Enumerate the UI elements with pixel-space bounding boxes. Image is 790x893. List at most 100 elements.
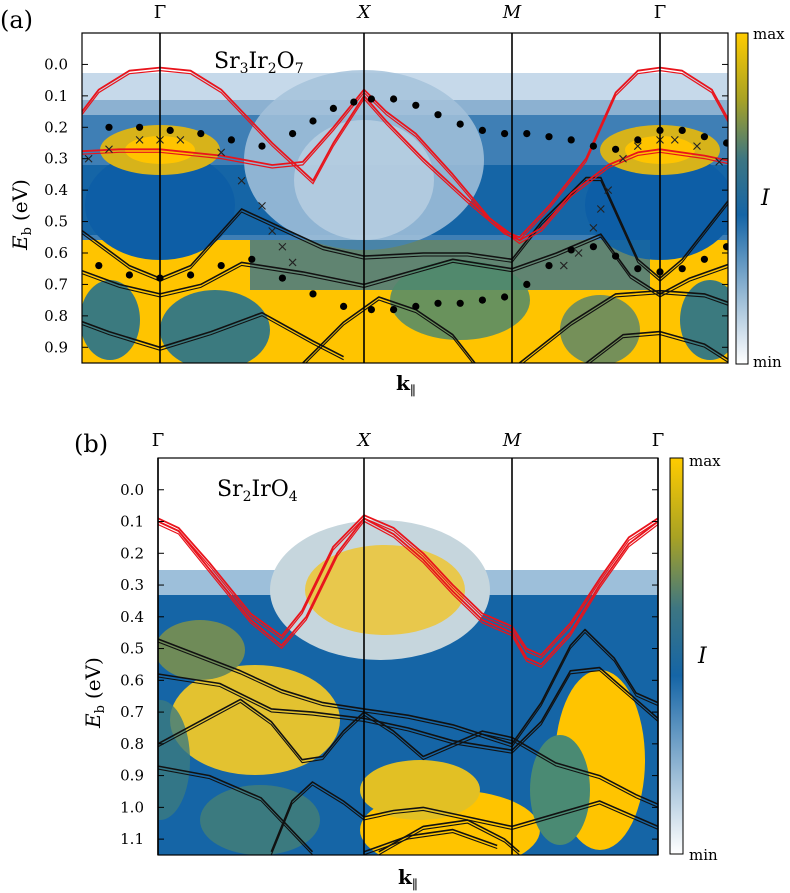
panel-a-dot-1-17 — [501, 293, 509, 301]
panel-a-dot-0-4 — [75, 127, 82, 134]
panel-a-ytick-label-3: 0.3 — [44, 150, 68, 168]
panel-a-cross-17 — [589, 223, 598, 232]
panel-a-dot-0-9 — [227, 136, 235, 144]
panel-b-black-band-5-pair — [378, 822, 520, 855]
panel-a-colorbar-max: max — [753, 25, 785, 43]
panel-a-dot-0-24 — [567, 136, 575, 144]
panel-a-cross-18 — [596, 205, 605, 213]
panel-b-kpoint-label-2: M — [502, 430, 522, 451]
panel-a-cross-4 — [84, 154, 93, 163]
panel-a-label: (a) — [0, 6, 33, 34]
panel-a-dot-1-26 — [700, 255, 709, 263]
panel-b-ytick-label-2: 0.2 — [120, 544, 144, 562]
panel-a-frame — [81, 32, 729, 364]
panel-a-cross-9 — [217, 148, 226, 157]
panel-b-colorbar-ramp — [669, 457, 684, 855]
panel-a-dot-1-5 — [187, 271, 195, 279]
panel-a-dot-0-26 — [612, 145, 620, 153]
panel-a-yticks: 0.0 0.1 0.2 0.3 0.4 0.5 0.6 0.7 0.8 0.9 — [44, 55, 728, 356]
panel-a-dot-0-10 — [258, 142, 266, 150]
panel-a-dot-1-14 — [434, 299, 442, 307]
panel-b-ytick-label-4: 0.4 — [120, 608, 144, 626]
panel-a-dot-0-12 — [309, 117, 317, 125]
panel-a-dot-1-9 — [309, 290, 317, 298]
panel-a-ytick-label-9: 0.9 — [44, 338, 68, 356]
panel-a-dot-1-18 — [523, 280, 531, 288]
panel-a-dot-0-6 — [136, 123, 144, 131]
panel-a-dot-1-8 — [278, 274, 286, 282]
panel-a-dot-0-13 — [329, 104, 337, 112]
panel-a-dot-1-15 — [456, 299, 464, 307]
panel-a-cross-15 — [559, 261, 568, 270]
panel-a-colorbar: max min I — [735, 25, 785, 371]
panel-a-dot-0-30 — [700, 133, 709, 141]
panel-a-dot-0-8 — [197, 130, 205, 138]
panel-b-black-band-4 — [270, 781, 658, 853]
panel-b-band-lines — [158, 514, 658, 855]
panel-b-black-band-2-pair — [158, 701, 658, 808]
panel-a-dot-0-7 — [166, 126, 174, 134]
panel-b-ytick-label-6: 0.6 — [120, 671, 144, 689]
panel-b-black-band-3-pair — [158, 768, 313, 855]
panel-a-cross-23 — [670, 135, 679, 144]
panel-a-cross-8 — [176, 135, 185, 144]
panel-b: (b) Γ X M Γ 0.0 0.1 0.2 0.3 0.4 0.5 0.6 0.7 0.8 0.9 1… — [74, 430, 721, 893]
panel-a-ytick-label-2: 0.2 — [44, 118, 68, 136]
panel-a-dot-0-16 — [390, 95, 398, 103]
panel-b-black-band-6 — [363, 828, 498, 853]
panel-b-kpoint-label-1: X — [356, 430, 372, 451]
panel-a-dot-0-29 — [678, 126, 686, 134]
panel-a-dot-0-22 — [523, 130, 531, 138]
panel-b-ytick-label-1: 0.1 — [120, 513, 144, 531]
panel-b-heatmap — [158, 458, 658, 855]
panel-a-dot-0-21 — [501, 130, 509, 138]
panel-a-dot-1-2 — [95, 262, 103, 270]
panel-b-red-band-1-pair — [158, 520, 658, 669]
panel-a-kpoint-label-2: M — [502, 2, 522, 23]
panel-b-ytick-label-3: 0.3 — [120, 576, 144, 594]
panel-b-yticks: 0.0 0.1 0.2 0.3 0.4 0.5 0.6 0.7 0.8 0.9 1.0 1.1 — [120, 481, 658, 848]
panel-b-colorbar: max min I — [669, 452, 721, 864]
panel-a-kpoint-label-3: Γ — [654, 2, 667, 23]
panel-a-dot-1-11 — [367, 306, 375, 314]
panel-b-ylabel: Eb(eV) — [81, 657, 108, 729]
panel-a-dot-1-27 — [723, 243, 728, 251]
panel-b-black-band-4-pair — [270, 784, 658, 855]
panel-a-dot-1-10 — [340, 302, 348, 310]
panel-b-black-band-5 — [378, 819, 520, 853]
panel-a-dot-0-31 — [723, 139, 728, 147]
panel-b-ytick-label-9: 0.9 — [120, 767, 144, 785]
panel-b-ytick-label-0: 0.0 — [120, 481, 144, 499]
panel-a-dot-1-0 — [34, 268, 41, 275]
panel-a-kpoint-label-1: X — [356, 2, 372, 23]
panel-b-black-band-1 — [158, 666, 658, 751]
panel-b-black-band-3 — [158, 765, 314, 853]
panel-a-heatmap — [14, 33, 728, 363]
panel-a-dot-1-22 — [612, 252, 620, 260]
panel-a-colorbar-min: min — [753, 353, 782, 371]
panel-a-dot-0-18 — [434, 111, 442, 119]
panel-a-black-band-3 — [302, 296, 476, 363]
panel-a-ytick-label-6: 0.6 — [44, 244, 68, 262]
panel-a-dot-1-13 — [412, 302, 420, 310]
panel-a-dot-1-25 — [678, 265, 686, 273]
panel-a-dot-1-3 — [125, 271, 133, 279]
panel-a-dot-1-20 — [567, 246, 575, 254]
panel-a-cross-20 — [619, 154, 627, 163]
panel-b-material-label: Sr2IrO4 — [217, 477, 298, 505]
panel-a-cross-24 — [693, 142, 701, 151]
panel-a-dot-1-23 — [634, 265, 642, 273]
panel-a-ytick-label-8: 0.8 — [44, 307, 68, 325]
panel-b-red-band-1 — [158, 517, 658, 666]
panel-b-colorbar-min: min — [689, 846, 718, 864]
panel-a-dot-0-17 — [412, 101, 420, 109]
panel-a-dot-0-2 — [14, 136, 21, 143]
panel-a-red-band-1 — [82, 66, 728, 239]
panel-a-cross-25 — [715, 157, 724, 166]
panel-a-dot-0-5 — [105, 123, 113, 131]
panel-a-dot-0-11 — [289, 130, 297, 138]
